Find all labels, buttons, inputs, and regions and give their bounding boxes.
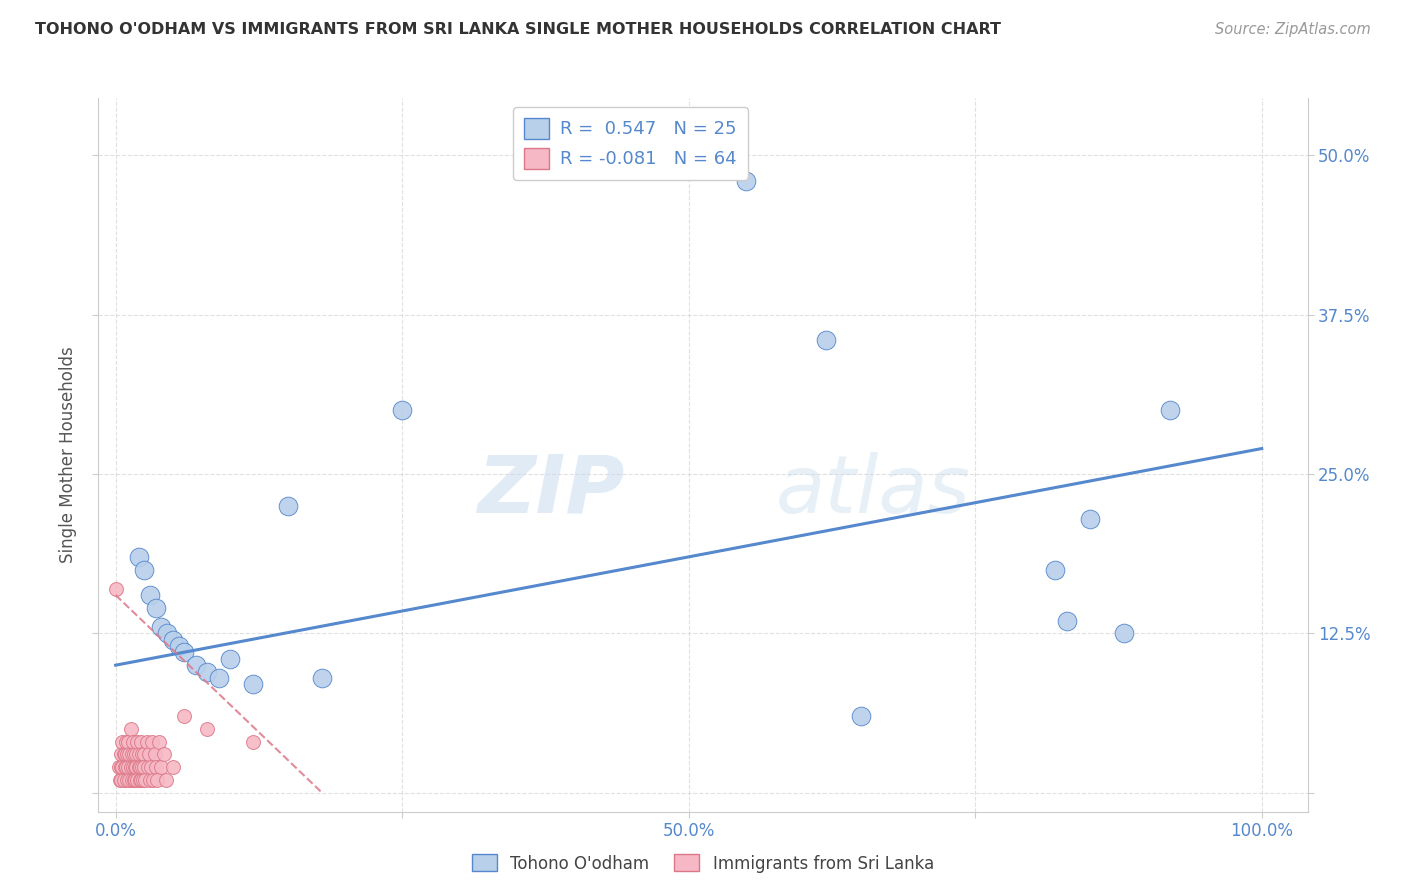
Point: [121, 747, 143, 762]
Text: Source: ZipAtlas.com: Source: ZipAtlas.com: [1215, 22, 1371, 37]
Point: [195, 722, 218, 736]
Point: [129, 734, 152, 748]
Point: [127, 734, 149, 748]
Point: [129, 772, 152, 787]
Point: [124, 772, 146, 787]
Point: [173, 709, 195, 723]
Point: [120, 722, 142, 736]
Point: [127, 772, 149, 787]
Point: [115, 734, 138, 748]
Y-axis label: Single Mother Households: Single Mother Households: [59, 347, 77, 563]
Point: [128, 549, 150, 564]
Point: [139, 772, 162, 787]
Point: [125, 747, 148, 762]
Point: [1045, 563, 1067, 577]
Point: [139, 760, 162, 774]
Point: [115, 747, 138, 762]
Point: [118, 772, 141, 787]
Point: [136, 760, 159, 774]
Point: [173, 645, 195, 659]
Point: [128, 760, 150, 774]
Point: [143, 747, 166, 762]
Point: [135, 734, 157, 748]
Point: [139, 588, 162, 602]
Point: [132, 772, 155, 787]
Point: [110, 747, 132, 762]
Point: [162, 760, 184, 774]
Point: [150, 620, 173, 634]
Point: [1056, 614, 1078, 628]
Point: [117, 760, 139, 774]
Point: [815, 333, 838, 347]
Point: [1114, 626, 1136, 640]
Point: [111, 760, 134, 774]
Point: [152, 747, 174, 762]
Point: [110, 760, 132, 774]
Point: [131, 760, 153, 774]
Point: [155, 772, 177, 787]
Point: [134, 747, 156, 762]
Point: [125, 760, 148, 774]
Point: [219, 652, 242, 666]
Point: [120, 760, 142, 774]
Point: [142, 772, 165, 787]
Text: atlas: atlas: [776, 451, 970, 530]
Point: [128, 747, 150, 762]
Point: [131, 747, 153, 762]
Point: [849, 709, 872, 723]
Point: [124, 760, 146, 774]
Point: [118, 747, 141, 762]
Point: [735, 174, 758, 188]
Point: [104, 582, 127, 596]
Point: [184, 658, 207, 673]
Point: [117, 734, 139, 748]
Point: [141, 734, 163, 748]
Point: [242, 734, 264, 748]
Point: [128, 772, 150, 787]
Point: [108, 772, 131, 787]
Text: ZIP: ZIP: [477, 451, 624, 530]
Point: [122, 747, 145, 762]
Point: [391, 403, 413, 417]
Point: [134, 760, 156, 774]
Point: [150, 760, 173, 774]
Point: [121, 734, 143, 748]
Point: [112, 772, 135, 787]
Point: [121, 760, 143, 774]
Point: [108, 760, 131, 774]
Point: [195, 665, 218, 679]
Text: TOHONO O'ODHAM VS IMMIGRANTS FROM SRI LANKA SINGLE MOTHER HOUSEHOLDS CORRELATION: TOHONO O'ODHAM VS IMMIGRANTS FROM SRI LA…: [35, 22, 1001, 37]
Point: [110, 772, 132, 787]
Point: [114, 747, 136, 762]
Point: [146, 772, 169, 787]
Point: [162, 632, 184, 647]
Point: [242, 677, 264, 691]
Point: [167, 639, 190, 653]
Point: [112, 747, 135, 762]
Point: [145, 760, 167, 774]
Point: [121, 772, 143, 787]
Point: [122, 772, 145, 787]
Point: [111, 734, 134, 748]
Point: [311, 671, 333, 685]
Point: [138, 747, 160, 762]
Legend: R =  0.547   N = 25, R = -0.081   N = 64: R = 0.547 N = 25, R = -0.081 N = 64: [513, 107, 748, 179]
Point: [114, 760, 136, 774]
Point: [134, 772, 156, 787]
Point: [1159, 403, 1181, 417]
Point: [208, 671, 231, 685]
Point: [115, 760, 138, 774]
Point: [134, 563, 156, 577]
Point: [128, 760, 150, 774]
Point: [145, 600, 167, 615]
Point: [115, 772, 138, 787]
Point: [1078, 511, 1101, 525]
Point: [277, 499, 299, 513]
Point: [148, 734, 170, 748]
Legend: Tohono O'odham, Immigrants from Sri Lanka: Tohono O'odham, Immigrants from Sri Lank…: [465, 847, 941, 880]
Point: [156, 626, 179, 640]
